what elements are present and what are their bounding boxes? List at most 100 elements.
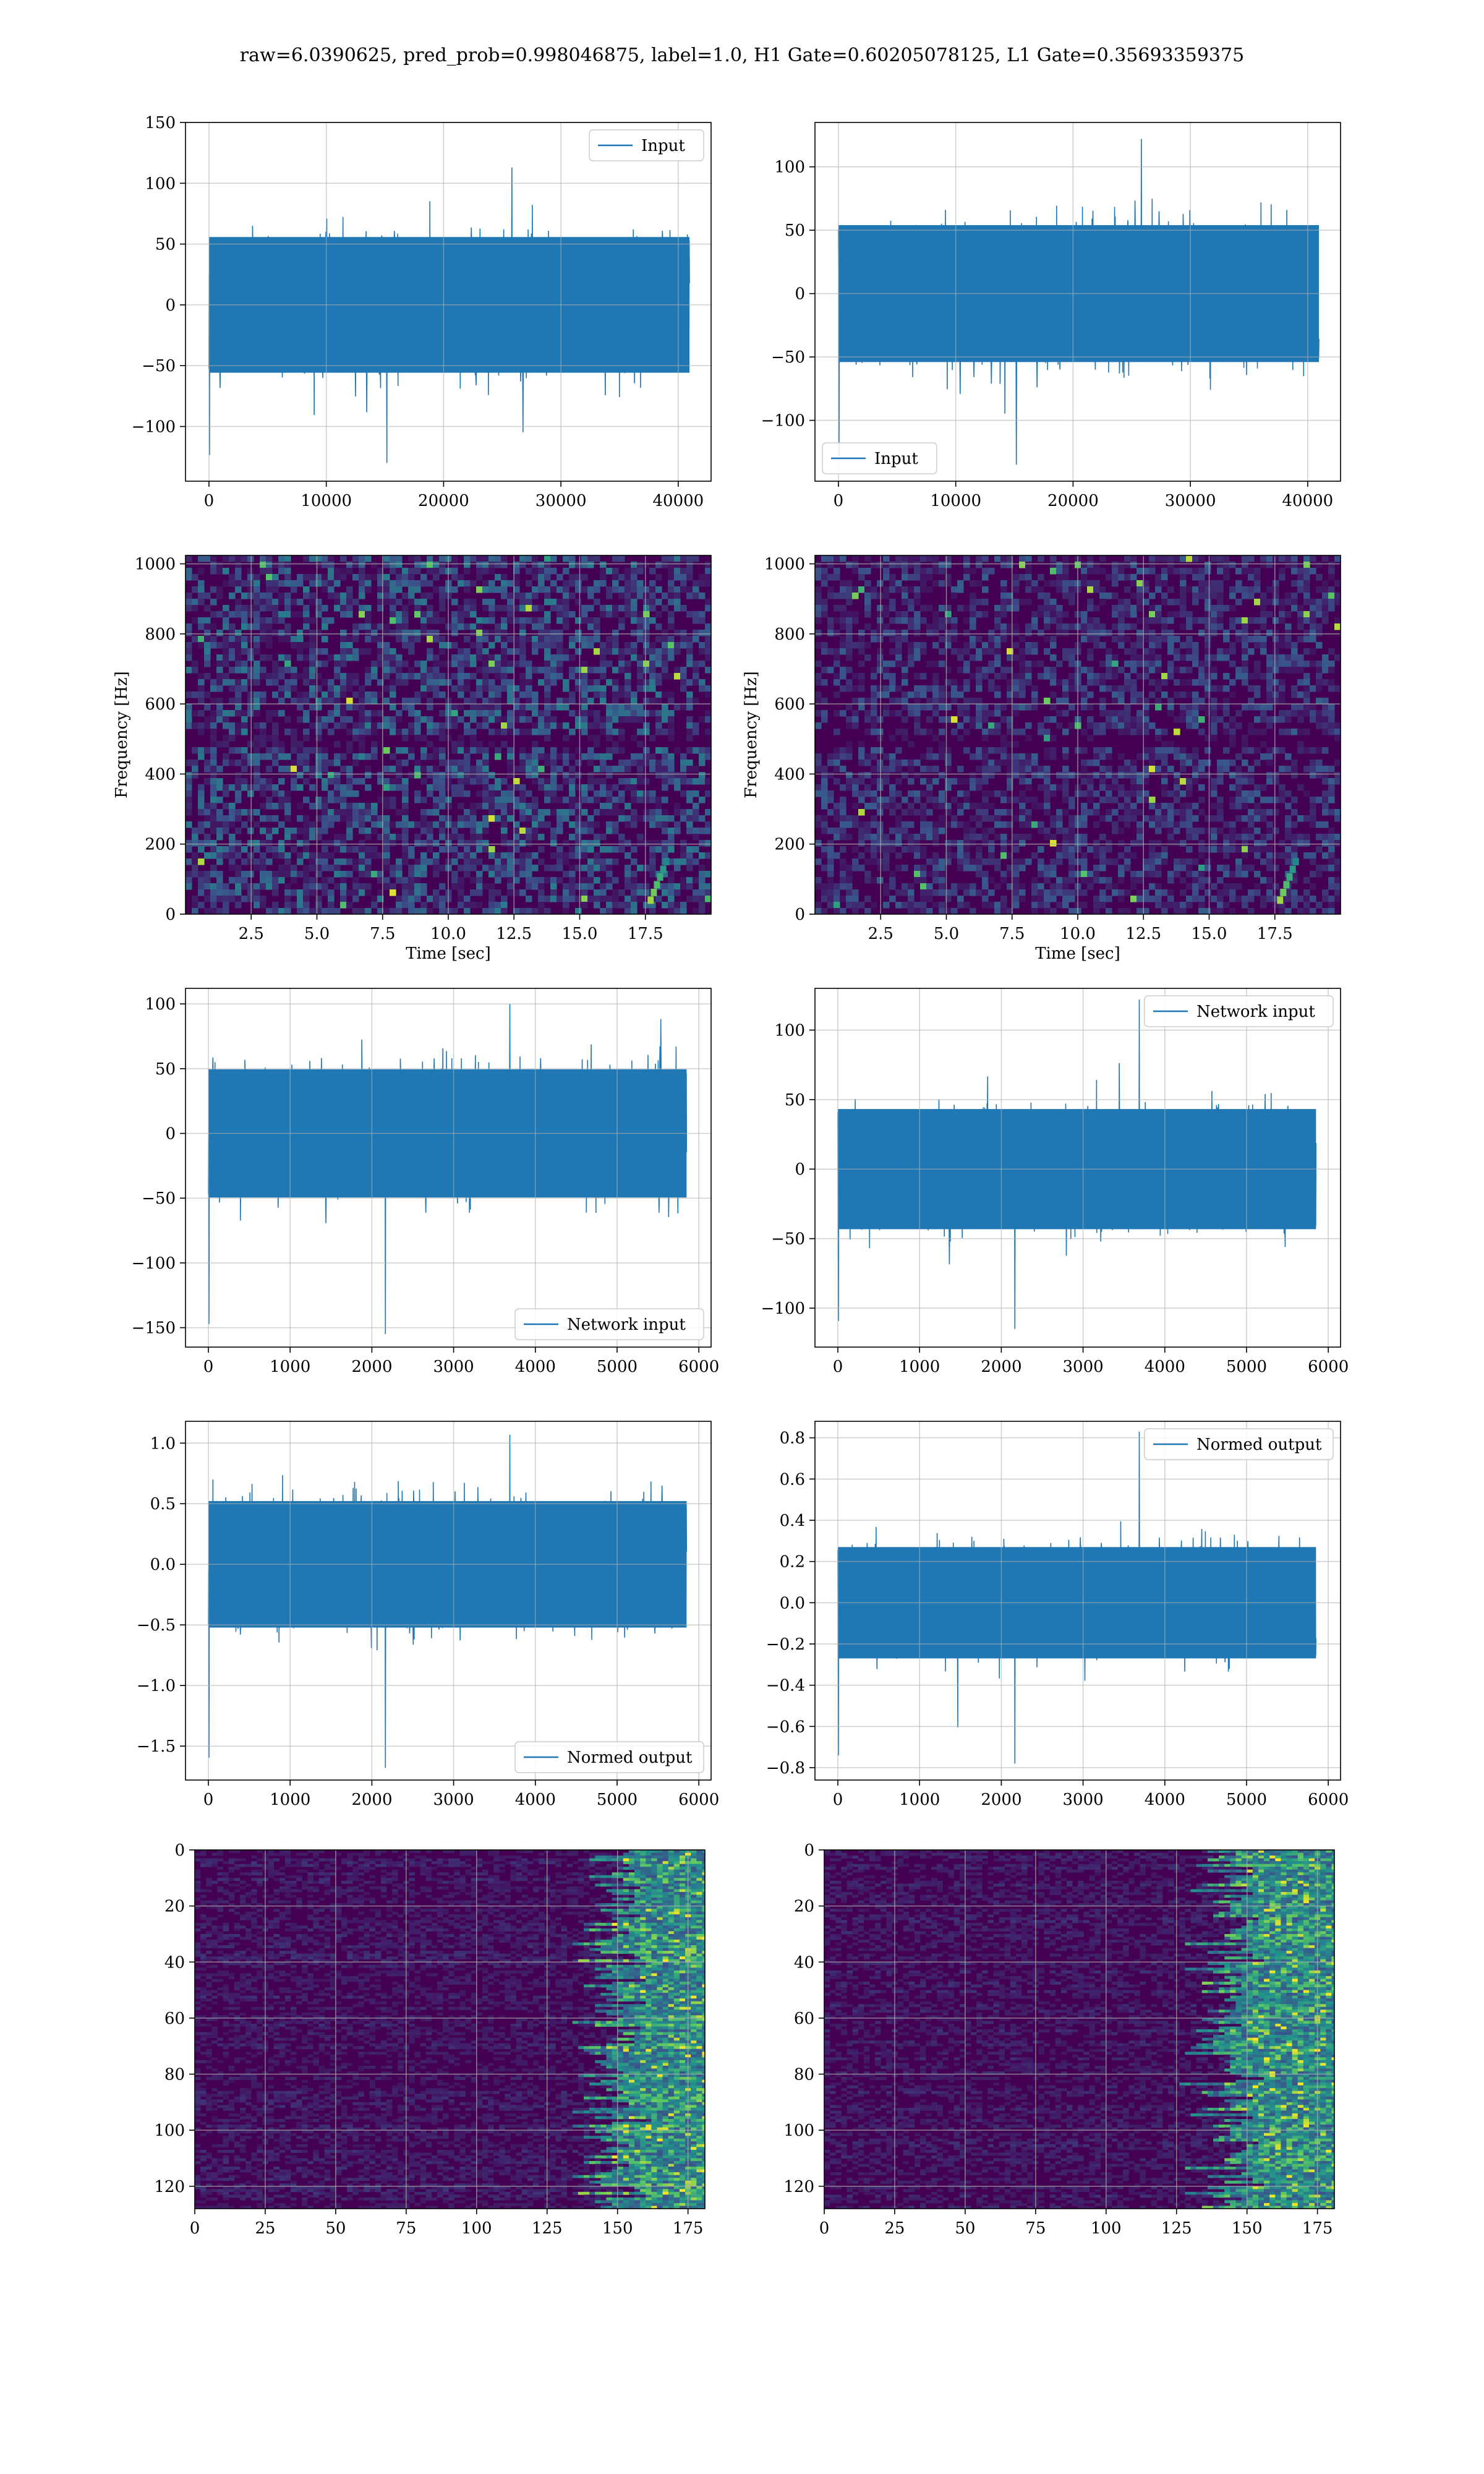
heatmap-cell [315,661,322,667]
heatmap-cell [359,716,365,723]
heatmap-cell [976,747,983,754]
heatmap-cell [1007,599,1013,606]
heatmap-cell [945,555,952,562]
heatmap-cell [625,593,631,599]
heatmap-cell [655,729,662,735]
heatmap-cell [932,877,939,884]
heatmap-cell [994,617,1001,624]
heatmap-cell [303,630,310,636]
heatmap-cell [278,611,285,618]
heatmap-cell [464,654,471,661]
heatmap-cell [858,661,865,667]
heatmap-cell [939,741,945,748]
heatmap-cell [631,815,638,822]
heatmap-cell [427,636,433,643]
heatmap-cell [482,562,489,568]
heatmap-cell [309,747,316,754]
heatmap-cell [235,568,242,575]
heatmap-cell [544,790,551,797]
heatmap-cell [204,809,211,816]
heatmap-cell [1081,630,1088,636]
heatmap-cell [1087,586,1094,593]
heatmap-cell [359,685,365,692]
heatmap-cell [513,908,520,914]
heatmap-cell [951,691,958,698]
heatmap-cell [278,797,285,803]
heatmap-cell [994,605,1001,612]
heatmap-cell [662,555,668,562]
heatmap-cell [1118,766,1125,773]
heatmap-cell [346,636,353,643]
heatmap-cell [637,797,644,803]
heatmap-cell [254,865,260,871]
heatmap-cell [1044,803,1051,810]
heatmap-cell [631,784,638,791]
heatmap-cell [235,809,242,816]
heatmap-cell [1093,908,1100,914]
heatmap-cell [643,623,650,630]
heatmap-cell [260,778,267,785]
heatmap-cell [229,623,236,630]
heatmap-cell [427,809,433,816]
heatmap-cell [926,630,933,636]
heatmap-cell [210,753,217,760]
heatmap-cell [563,735,569,742]
heatmap-cell [532,741,539,748]
heatmap-cell [408,908,415,914]
heatmap-cell [241,753,248,760]
heatmap-cell [1155,803,1162,810]
heatmap-cell [340,648,347,655]
heatmap-cell [488,772,495,779]
heatmap-cell [821,790,828,797]
heatmap-cell [476,555,483,562]
heatmap-cell [914,871,921,878]
heatmap-cell [303,605,310,612]
heatmap-cell [254,821,260,828]
heatmap-cell [550,599,557,606]
heatmap-cell [254,760,260,766]
heatmap-cell [970,828,976,834]
heatmap-cell [284,667,291,674]
heatmap-cell [451,821,458,828]
heatmap-cell [871,858,877,865]
heatmap-cell [464,871,471,878]
heatmap-cell [254,679,260,686]
heatmap-cell [427,673,433,680]
heatmap-cell [939,753,945,760]
heatmap-cell [840,555,846,562]
heatmap-cell [303,691,310,698]
heatmap-cell [852,710,859,717]
heatmap-cell [544,673,551,680]
heatmap-cell [1007,648,1013,655]
heatmap-cell [569,803,576,810]
heatmap-cell [680,760,687,766]
heatmap-cell [1000,902,1007,909]
heatmap-cell [556,673,563,680]
heatmap-cell [254,611,260,618]
heatmap-cell [1056,821,1063,828]
heatmap-cell [278,691,285,698]
heatmap-cell [495,877,501,884]
heatmap-cell [433,797,440,803]
heatmap-cell [846,599,853,606]
heatmap-cell [254,642,260,649]
heatmap-cell [1044,772,1051,779]
heatmap-cell [284,896,291,902]
heatmap-cell [408,704,415,711]
x-tick-label: 30000 [535,492,587,510]
heatmap-cell [877,772,884,779]
heatmap-cell [1099,747,1106,754]
heatmap-cell [581,784,588,791]
heatmap-cell [458,617,464,624]
heatmap-cell [433,679,440,686]
heatmap-cell [223,679,229,686]
heatmap-cell [402,815,409,822]
heatmap-cell [600,722,607,729]
heatmap-cell [532,747,539,754]
heatmap-cell [427,753,433,760]
heatmap-cell [544,685,551,692]
heatmap-cell [340,846,347,853]
heatmap-cell [390,685,396,692]
heatmap-cell [365,889,372,896]
heatmap-cell [322,858,328,865]
